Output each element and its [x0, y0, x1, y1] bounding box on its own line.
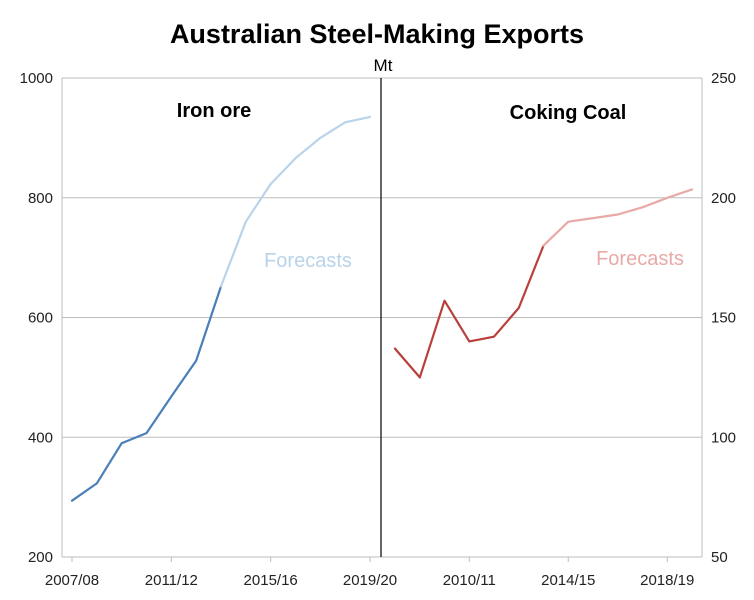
right-y-tick-label: 50 [711, 549, 728, 566]
right-y-tick-label: 150 [711, 310, 736, 327]
left-x-tick-label: 2015/16 [244, 572, 298, 589]
left-x-tick-label: 2011/12 [145, 572, 198, 589]
iron-ore-forecast-label: Forecasts [264, 250, 352, 272]
left-y-tick-label: 400 [28, 429, 53, 446]
left-y-tick-label: 1000 [20, 70, 53, 87]
coking-coal-actual-line [393, 244, 545, 379]
series-layer [70, 115, 694, 502]
right-y-tick-label: 100 [711, 429, 736, 446]
left-x-tick-label: 2007/08 [45, 572, 99, 589]
left-y-tick-label: 600 [28, 310, 53, 327]
coking-coal-forecast-label: Forecasts [596, 248, 684, 270]
left-y-tick-label: 200 [28, 549, 53, 566]
left-y-tick-label: 800 [28, 190, 53, 207]
unit-label: Mt [374, 56, 393, 75]
coking-coal-panel-label: Coking Coal [510, 102, 627, 124]
right-x-tick-label: 2018/19 [640, 572, 694, 589]
grid-layer [61, 77, 703, 558]
chart-title: Australian Steel-Making Exports [170, 19, 584, 49]
iron-ore-panel-label: Iron ore [177, 100, 251, 122]
ticks-layer: 200 400 600 800 1000 50 100 150 200 250 2007/08 201… [20, 70, 736, 589]
left-x-tick-label: 2019/20 [343, 572, 397, 589]
right-x-tick-label: 2010/11 [443, 572, 496, 589]
iron-ore-actual-line [70, 285, 223, 502]
coking-coal-forecast-line [542, 188, 694, 247]
right-y-tick-label: 200 [711, 190, 736, 207]
iron-ore-forecast-line [219, 115, 372, 288]
right-y-tick-label: 250 [711, 70, 736, 87]
right-x-tick-label: 2014/15 [541, 572, 595, 589]
